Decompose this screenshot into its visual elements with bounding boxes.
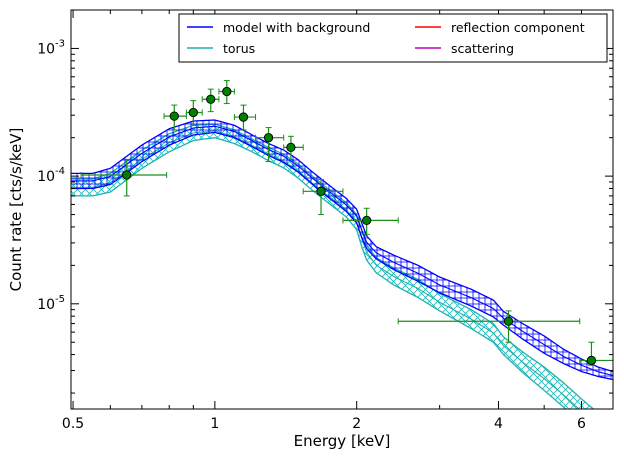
data-point [302,179,344,216]
x-tick-label: 2 [352,416,361,432]
legend-entry: scattering [415,41,514,56]
model-band-model [71,119,613,381]
data-point [185,100,203,126]
data-point [80,158,168,197]
band-upper-line [71,119,613,373]
data-point [163,104,187,131]
x-axis-label: Energy [keV] [294,432,391,450]
data-point [397,310,581,343]
model-band-torus [71,123,613,409]
data-point-marker [222,86,232,97]
data-point-marker [362,215,372,226]
data-point-marker [586,355,597,366]
x-tick-label: 6 [577,416,586,432]
y-tick-label: 10-5 [37,294,65,313]
data-point-marker [316,186,326,196]
legend-entry: torus [187,41,255,56]
data-point-marker [263,133,274,143]
y-tick-label: 10-4 [37,166,65,185]
legend-label: scattering [451,41,514,56]
data-point-marker [122,170,132,180]
data-point-marker [169,111,179,121]
legend-box [178,13,608,63]
data-point-marker [206,94,216,104]
data-point [579,341,613,366]
plot-frame [70,9,614,410]
y-tick-label: 10-3 [37,38,65,57]
band-center-line [71,130,580,409]
legend-label: model with background [223,20,370,35]
y-axis-label: Count rate [cts/s/keV] [7,128,25,292]
data-point [218,80,235,105]
data-point [201,88,220,113]
band-upper-line [71,123,595,409]
data-point [283,135,304,160]
band-lower-line [71,131,613,381]
x-tick-label: 1 [210,416,219,432]
band-center-line [71,125,613,377]
x-tick-label: 0.5 [62,416,84,432]
legend-entry: reflection component [415,20,585,35]
data-point-marker [286,142,296,153]
band-lower-line [71,137,567,409]
data-point-marker [188,107,198,118]
data-point [255,127,285,163]
band-hatch [71,120,613,380]
data-point-marker [238,112,249,122]
legend-label: reflection component [451,20,585,35]
legend-entry: model with background [187,20,370,35]
data-point [342,207,399,235]
legend: model with background torus reflection com… [178,13,608,63]
legend-label: torus [223,41,255,56]
data-point-marker [503,316,514,326]
x-tick-label: 4 [494,416,503,432]
data-point [233,104,257,131]
band-hatch [71,124,613,409]
